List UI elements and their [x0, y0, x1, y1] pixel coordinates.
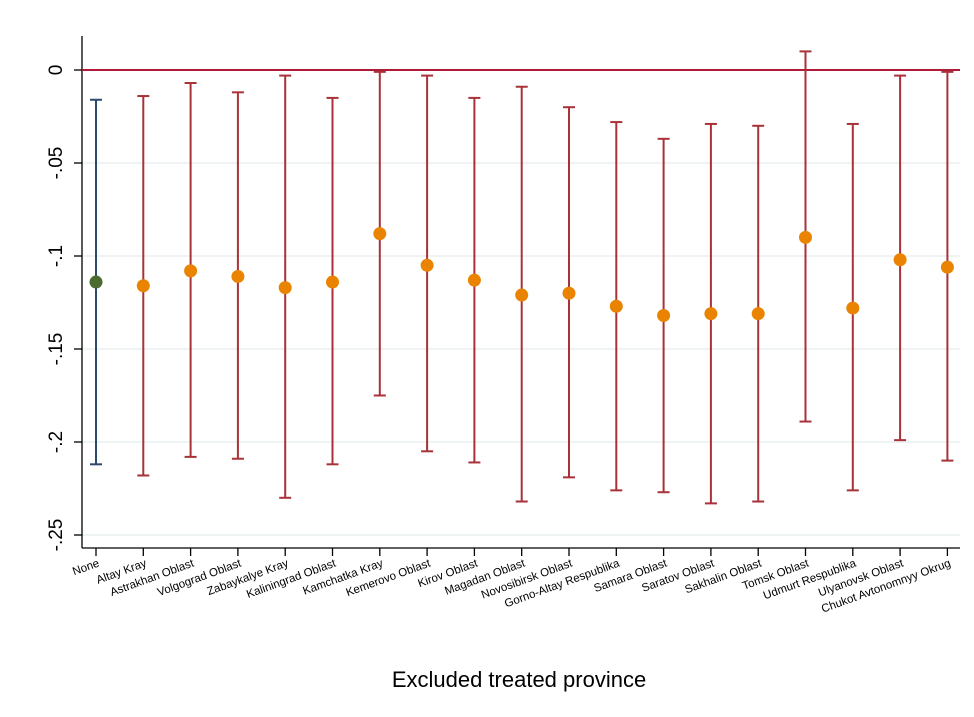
point-estimate: [562, 286, 576, 300]
point-estimate: [940, 260, 954, 274]
y-tick-label: 0: [46, 65, 67, 76]
x-axis-title: Excluded treated province: [392, 667, 646, 692]
y-tick-label: -.05: [46, 147, 67, 180]
point-estimate: [515, 288, 529, 302]
point-estimate: [373, 227, 387, 241]
point-estimate: [704, 307, 718, 321]
point-estimate: [609, 299, 623, 313]
point-estimate: [184, 264, 198, 278]
y-tick-label: -.2: [46, 431, 67, 453]
point-estimate: [893, 253, 907, 267]
point-estimate: [89, 275, 103, 289]
point-estimate: [231, 269, 245, 283]
point-estimate: [751, 307, 765, 321]
point-estimate: [799, 230, 812, 244]
y-tick-label: -.25: [46, 519, 67, 552]
point-estimates: [89, 227, 954, 323]
point-estimate: [326, 275, 339, 289]
point-estimate: [420, 258, 434, 272]
point-estimate: [846, 301, 860, 315]
y-tick-label: -.1: [46, 245, 67, 267]
point-estimate: [136, 279, 150, 293]
point-estimate: [657, 309, 671, 323]
confidence-intervals: [90, 50, 954, 505]
point-estimate: [467, 273, 481, 287]
y-axis: 0 -.05 -.1 -.15 -.2 -.25: [46, 36, 83, 552]
point-estimate: [278, 281, 292, 295]
y-tick-label: -.15: [46, 333, 67, 366]
